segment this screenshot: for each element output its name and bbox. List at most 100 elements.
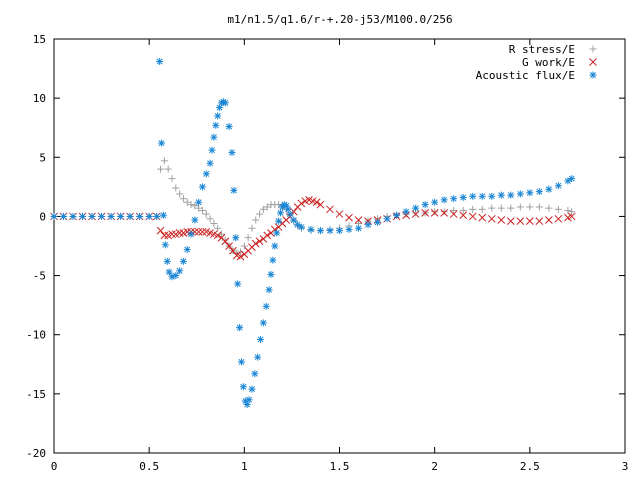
data-point bbox=[230, 186, 238, 194]
data-point bbox=[187, 230, 195, 238]
data-point bbox=[469, 192, 477, 200]
data-point bbox=[156, 57, 164, 65]
data-point bbox=[239, 383, 247, 391]
data-point bbox=[257, 335, 265, 343]
data-point bbox=[564, 207, 572, 215]
data-point bbox=[316, 200, 325, 209]
data-point bbox=[411, 210, 420, 218]
x-tick-label: 0 bbox=[51, 460, 58, 473]
data-point bbox=[254, 353, 262, 361]
data-point bbox=[316, 227, 324, 235]
y-tick-label: 15 bbox=[33, 33, 46, 46]
data-point bbox=[202, 210, 210, 218]
x-tick-label: 3 bbox=[622, 460, 629, 473]
data-point bbox=[265, 286, 273, 294]
data-point bbox=[497, 191, 505, 199]
x-tick-label: 0.5 bbox=[139, 460, 159, 473]
data-point bbox=[160, 231, 169, 240]
data-point bbox=[545, 185, 553, 193]
data-point bbox=[248, 385, 256, 393]
x-tick-label: 1 bbox=[241, 460, 248, 473]
data-point bbox=[478, 205, 486, 213]
data-point bbox=[276, 209, 284, 217]
data-point bbox=[163, 257, 171, 265]
data-point bbox=[176, 190, 184, 198]
data-point bbox=[488, 204, 496, 212]
data-point bbox=[194, 227, 203, 236]
data-point bbox=[545, 216, 553, 224]
x-tick-label: 2.5 bbox=[520, 460, 540, 473]
legend-label: G work/E bbox=[522, 56, 575, 69]
data-point bbox=[459, 194, 467, 202]
data-point bbox=[236, 324, 244, 332]
data-point bbox=[312, 198, 321, 207]
data-point bbox=[554, 205, 562, 213]
data-point bbox=[307, 225, 315, 233]
data-point bbox=[545, 204, 553, 212]
data-point bbox=[187, 201, 195, 209]
data-point bbox=[364, 221, 372, 229]
data-point bbox=[567, 212, 576, 221]
data-point bbox=[255, 237, 264, 246]
data-point bbox=[198, 227, 207, 236]
data-point bbox=[98, 212, 106, 220]
y-tick-label: 5 bbox=[39, 151, 46, 164]
data-point bbox=[198, 207, 206, 215]
data-point bbox=[568, 175, 576, 183]
data-point bbox=[383, 215, 391, 223]
data-point bbox=[234, 280, 242, 288]
data-point bbox=[526, 203, 534, 211]
data-point bbox=[326, 227, 334, 235]
y-tick-label: -20 bbox=[26, 447, 46, 460]
data-point bbox=[440, 209, 449, 217]
data-point bbox=[221, 236, 229, 244]
legend-marker bbox=[589, 58, 597, 66]
data-point bbox=[69, 212, 77, 220]
data-point bbox=[191, 216, 199, 224]
data-point bbox=[237, 358, 245, 366]
legend-label: Acoustic flux/E bbox=[476, 69, 575, 82]
data-point bbox=[236, 252, 245, 261]
data-point bbox=[421, 209, 430, 217]
data-point bbox=[136, 212, 144, 220]
data-point bbox=[430, 209, 439, 217]
data-point bbox=[168, 230, 176, 239]
data-point bbox=[497, 216, 506, 224]
data-point bbox=[214, 224, 222, 232]
data-point bbox=[248, 224, 256, 232]
data-point bbox=[478, 192, 486, 200]
data-point bbox=[240, 242, 248, 250]
data-point bbox=[175, 229, 184, 237]
data-point bbox=[275, 217, 283, 225]
data-point bbox=[158, 139, 166, 147]
data-point bbox=[168, 175, 176, 183]
data-point bbox=[286, 210, 294, 218]
data-point bbox=[516, 190, 524, 198]
data-point bbox=[202, 170, 210, 178]
series-1 bbox=[50, 196, 576, 261]
x-tick-label: 2 bbox=[431, 460, 438, 473]
data-point bbox=[183, 198, 191, 206]
data-point bbox=[157, 165, 165, 173]
data-point bbox=[259, 319, 267, 327]
data-point bbox=[297, 223, 305, 231]
data-point bbox=[450, 207, 458, 215]
data-point bbox=[535, 188, 543, 196]
plot-frame bbox=[53, 38, 626, 454]
data-point bbox=[526, 189, 534, 197]
data-point bbox=[488, 192, 496, 200]
data-point bbox=[355, 224, 363, 232]
data-point bbox=[50, 212, 58, 220]
data-point bbox=[271, 242, 279, 250]
legend-label: R stress/E bbox=[509, 43, 575, 56]
data-point bbox=[440, 196, 448, 204]
data-point bbox=[225, 123, 233, 131]
data-point bbox=[487, 214, 496, 223]
data-point bbox=[251, 239, 260, 248]
data-point bbox=[267, 270, 275, 278]
y-tick-label: -15 bbox=[26, 388, 46, 401]
data-marks bbox=[50, 57, 576, 409]
data-point bbox=[245, 396, 253, 404]
data-point bbox=[263, 203, 271, 211]
